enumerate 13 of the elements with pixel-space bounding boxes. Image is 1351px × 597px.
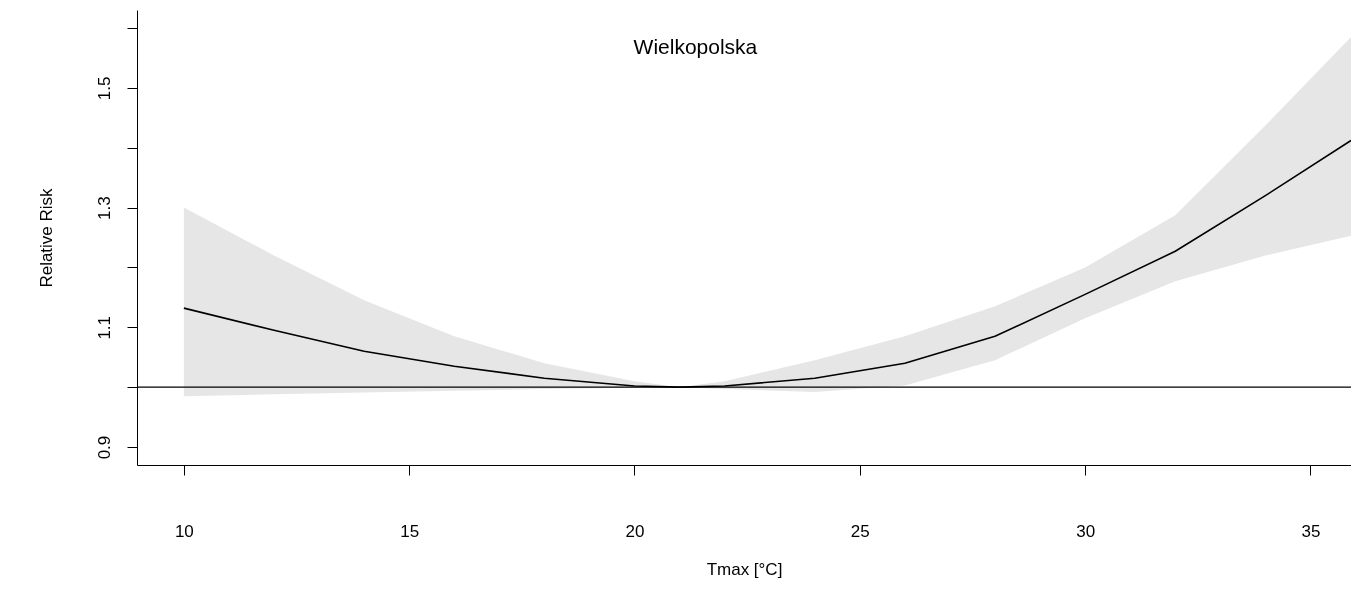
x-axis-title: Tmax [°C] (706, 559, 783, 579)
y-tick-label: 0.9 (94, 435, 114, 460)
x-tick-label: 35 (1301, 521, 1321, 541)
y-tick-label: 1.1 (94, 315, 114, 340)
text: Wielkopolska (633, 35, 758, 58)
y-tick-label: 1.3 (94, 196, 114, 220)
x-tick-label: 20 (625, 521, 645, 541)
y-axis-title: Relative Risk (36, 187, 56, 288)
y-tick-label: 1.5 (94, 76, 114, 101)
x-tick-label: 15 (400, 521, 420, 541)
x-tick-label: 10 (174, 521, 194, 541)
x-tick-label: 30 (1076, 521, 1096, 541)
x-tick-label: 25 (850, 521, 870, 541)
